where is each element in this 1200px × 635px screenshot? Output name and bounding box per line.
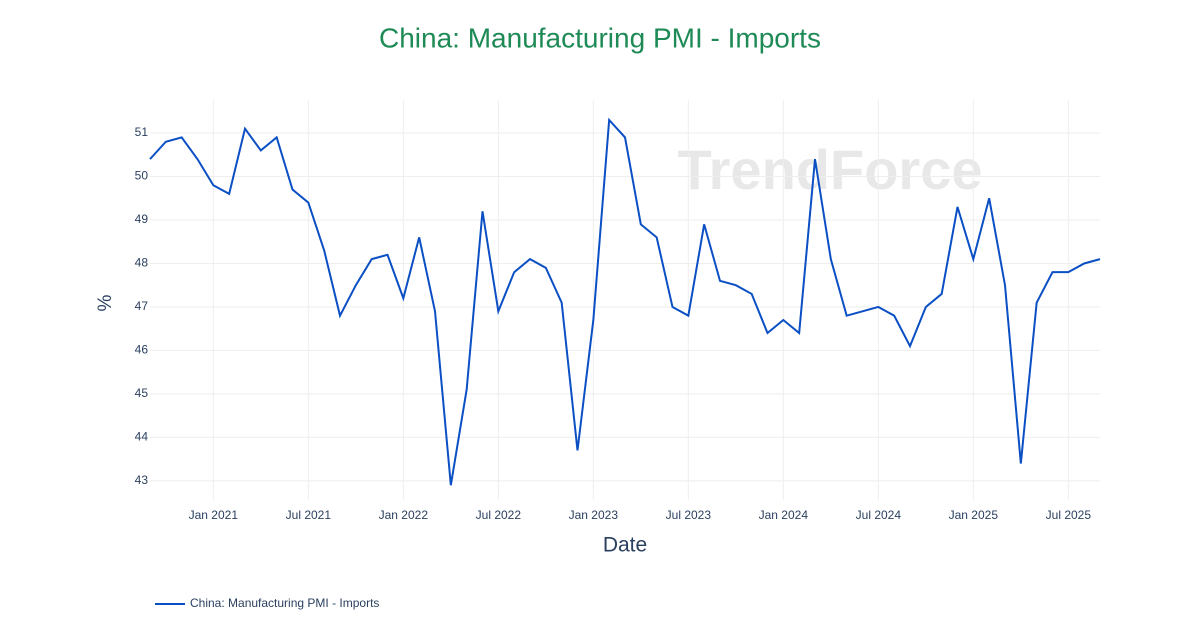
y-tick-label: 43 [135,473,149,487]
chart-title: China: Manufacturing PMI - Imports [379,22,821,53]
x-tick-label: Jul 2025 [1046,508,1092,522]
y-tick-label: 47 [135,299,149,313]
y-tick-label: 51 [135,125,149,139]
legend: China: Manufacturing PMI - Imports [155,596,379,610]
y-tick-label: 46 [135,343,149,357]
x-tick-label: Jan 2024 [759,508,809,522]
y-axis-title: % [95,294,116,311]
x-tick-label: Jul 2022 [476,508,522,522]
x-tick-label: Jan 2023 [569,508,619,522]
x-tick-label: Jan 2021 [189,508,239,522]
data-line [149,117,1101,486]
x-tick-label: Jul 2023 [666,508,712,522]
legend-label: China: Manufacturing PMI - Imports [190,596,379,610]
x-axis-title: Date [603,534,647,557]
x-tick-label: Jan 2022 [379,508,429,522]
watermark: TrendForce [678,138,983,201]
y-tick-label: 44 [135,430,149,444]
x-tick-label: Jan 2025 [949,508,999,522]
x-tick-label: Jul 2024 [856,508,902,522]
y-tick-label: 48 [135,256,149,270]
y-tick-label: 49 [135,212,149,226]
y-tick-label: 50 [135,169,149,183]
y-tick-label: 45 [135,386,149,400]
x-tick-label: Jul 2021 [286,508,332,522]
